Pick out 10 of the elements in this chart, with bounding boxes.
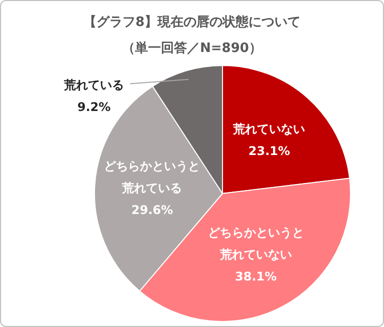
slice-label: 荒れていない <box>232 122 306 136</box>
chart-title: 【グラフ8】現在の唇の状態について <box>82 14 302 31</box>
data-label: 9.2% <box>77 100 111 114</box>
chart-subtitle: （単一回答／N=890） <box>121 40 263 57</box>
data-label: 29.6% <box>131 203 174 218</box>
data-label: 23.1% <box>248 144 290 158</box>
slice-label: 荒れている <box>63 78 124 92</box>
data-label: 38.1% <box>235 270 277 284</box>
slice-label: どちらかというと荒れていない <box>208 226 304 262</box>
slice-label: どちらかというと荒れている <box>104 159 200 196</box>
